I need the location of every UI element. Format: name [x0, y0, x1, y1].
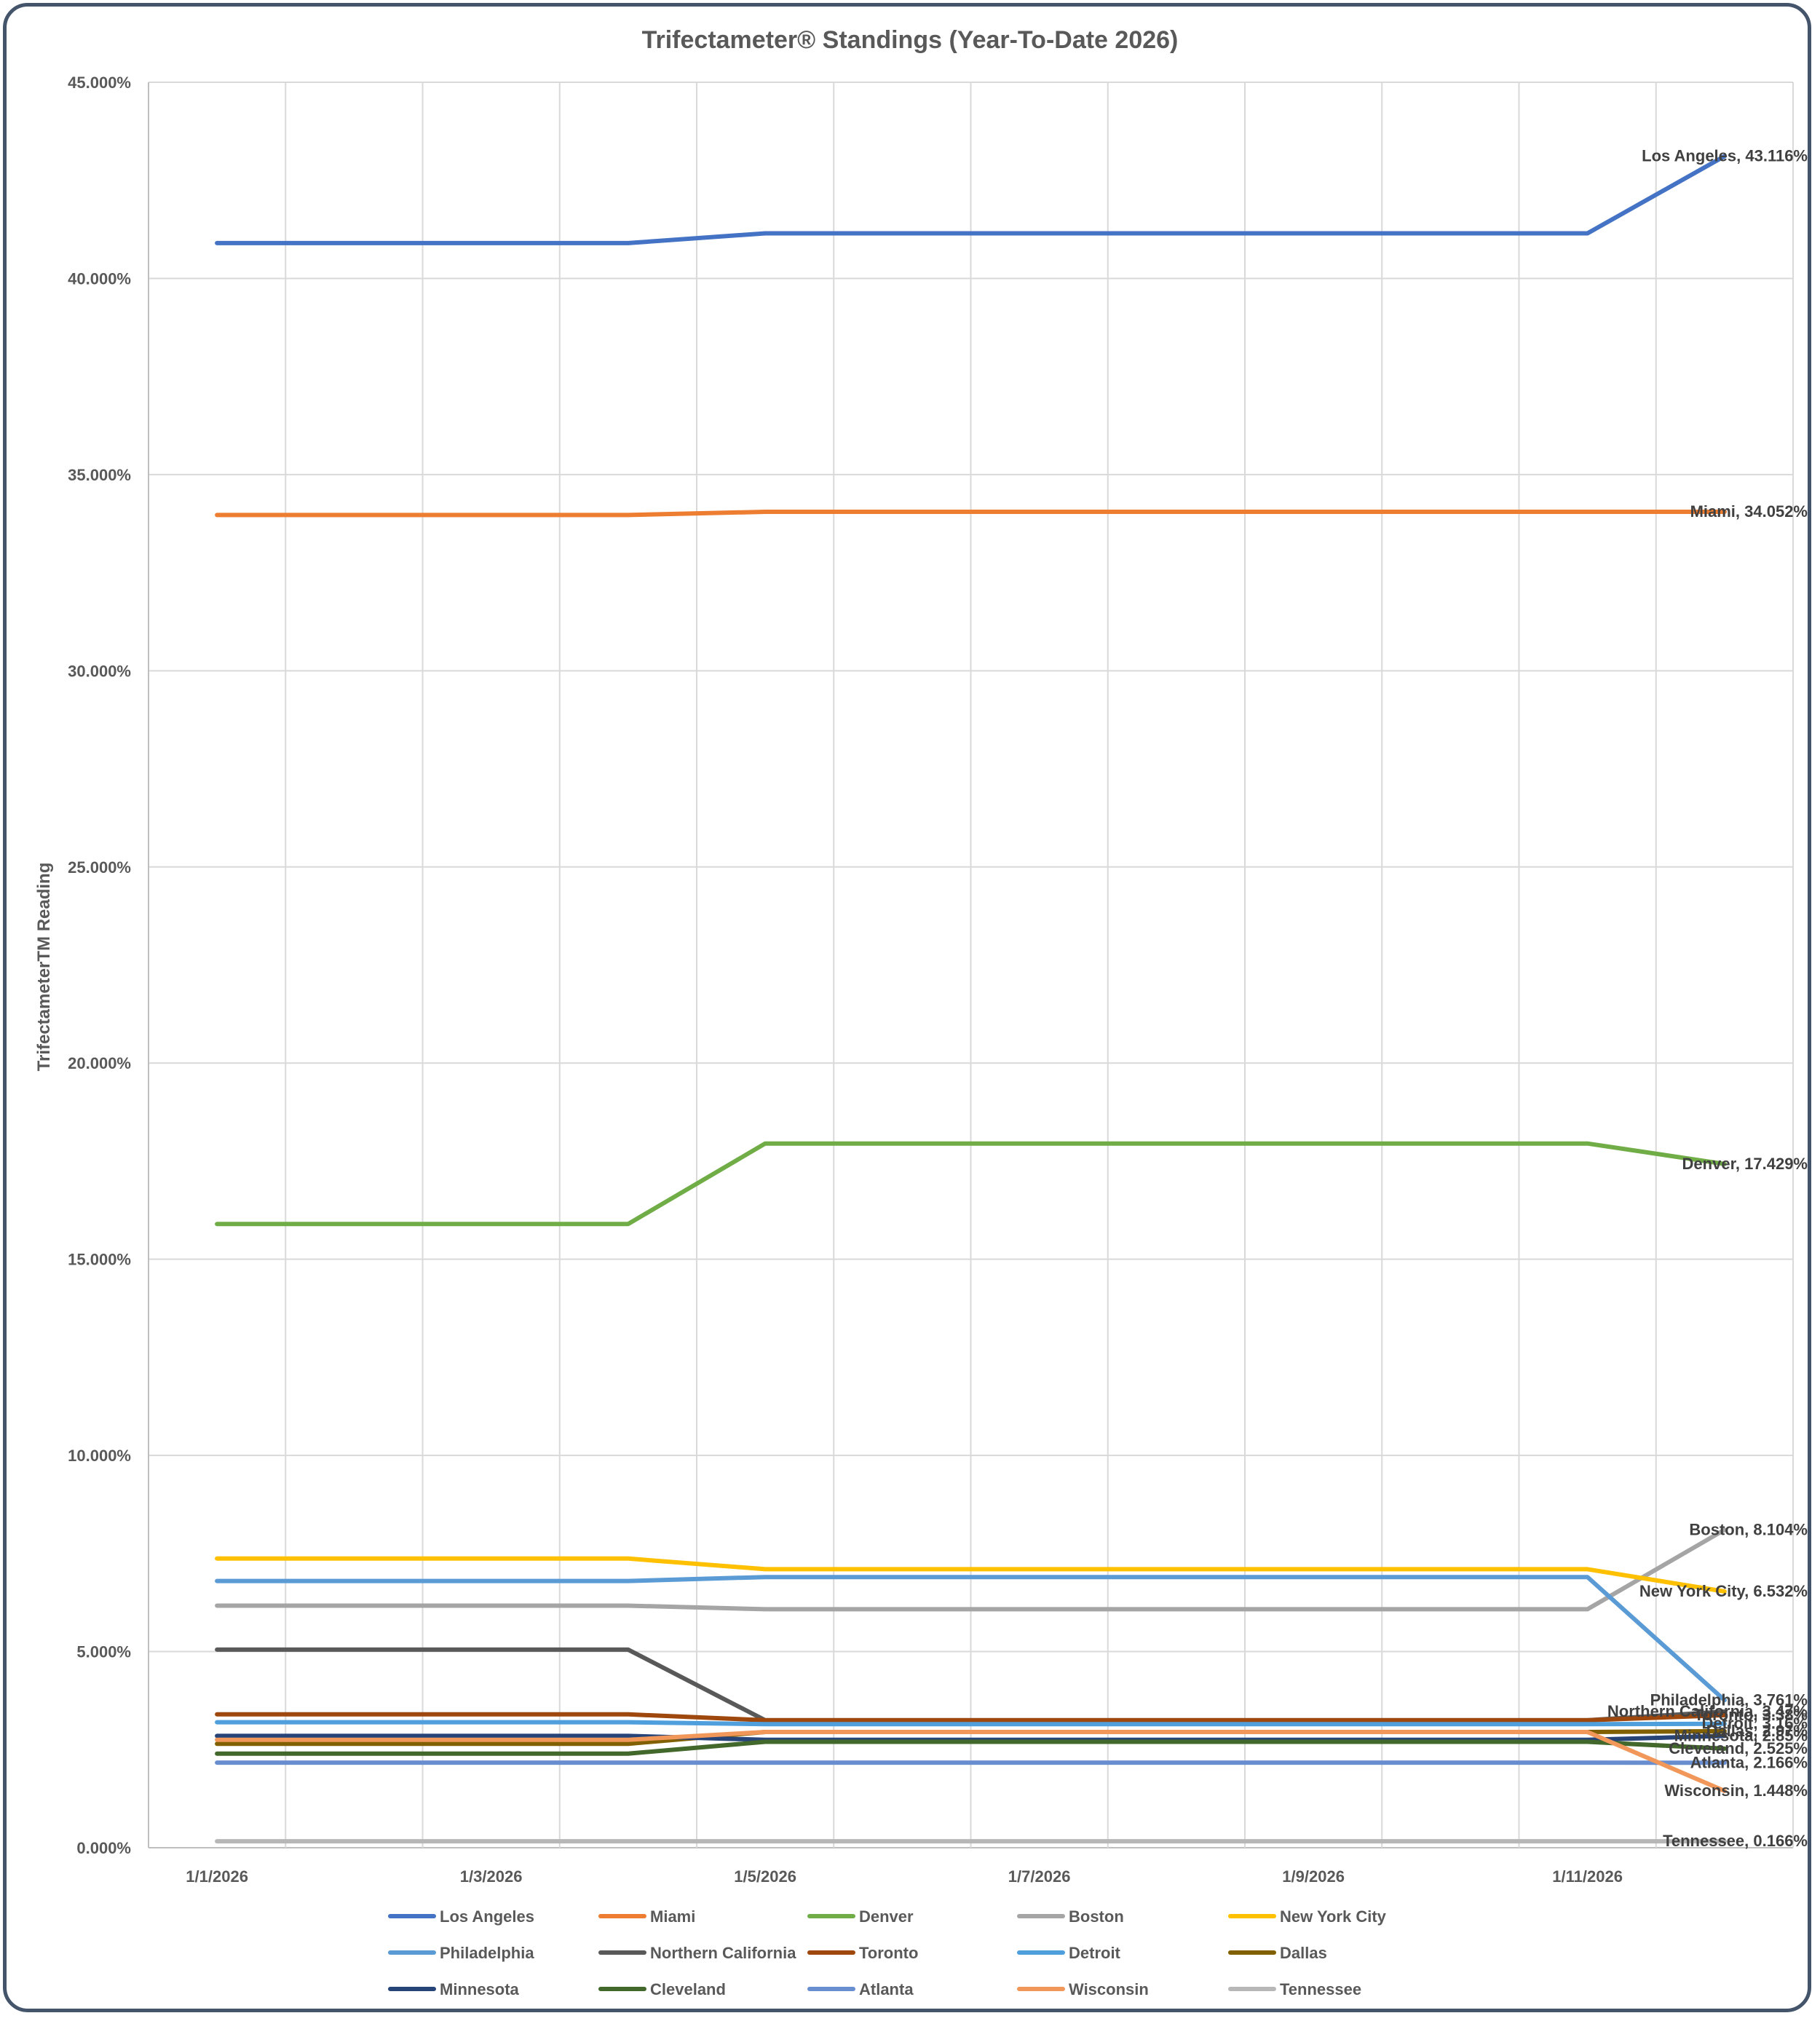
data-label: Wisconsin, 1.448%	[1664, 1781, 1808, 1800]
x-tick-label: 1/9/2026	[1282, 1867, 1345, 1886]
legend-entry: New York City	[1280, 1907, 1387, 1926]
y-tick-label: 45.000%	[68, 74, 131, 92]
data-label: Northern California, 3.47%	[1607, 1702, 1808, 1720]
y-axis-ticks: 0.000% 5.000% 10.000% 15.000% 20.000% 25.000%…	[68, 74, 131, 1857]
series-line	[215, 1720, 1727, 1727]
data-label: Dallas, 2.97%	[1706, 1722, 1808, 1740]
y-tick-label: 40.000%	[68, 269, 131, 288]
series-line	[215, 510, 1727, 518]
legend-entry: Atlanta	[859, 1980, 914, 1998]
y-tick-label: 10.000%	[68, 1447, 131, 1465]
series-line	[215, 1141, 1727, 1227]
y-tick-label: 25.000%	[68, 858, 131, 877]
y-tick-label: 5.000%	[76, 1643, 131, 1661]
y-tick-label: 35.000%	[68, 466, 131, 484]
data-label: Miami, 34.052%	[1690, 502, 1808, 521]
series-line	[215, 1712, 1727, 1723]
data-label: Denver, 17.429%	[1682, 1155, 1808, 1173]
legend-entry: Wisconsin	[1069, 1980, 1149, 1998]
x-tick-label: 1/1/2026	[186, 1867, 248, 1886]
legend-entry: Boston	[1069, 1907, 1124, 1926]
legend-entry: Toronto	[859, 1944, 918, 1962]
series-line	[215, 1556, 1727, 1594]
x-axis-ticks: 1/1/2026 1/3/2026 1/5/2026 1/7/2026 1/9/2026…	[186, 1867, 1623, 1886]
series-line	[215, 1739, 1727, 1756]
data-label: Toronto, 3.38%	[1694, 1706, 1808, 1724]
data-label: Minnesota, 2.85%	[1674, 1726, 1808, 1744]
legend-entry: Los Angeles	[440, 1907, 534, 1926]
legend: Los Angeles Miami Denver Boston New York Cit…	[388, 1907, 1387, 1998]
data-label: Tennessee, 0.166%	[1663, 1832, 1808, 1850]
x-tick-label: 1/11/2026	[1552, 1867, 1623, 1886]
data-label: Philadelphia, 3.761%	[1650, 1690, 1808, 1709]
y-tick-label: 20.000%	[68, 1054, 131, 1072]
chart-title: Trifectameter® Standings (Year-To-Date 2…	[642, 26, 1179, 54]
gridlines	[148, 82, 1794, 1848]
legend-entry: Tennessee	[1280, 1980, 1361, 1998]
data-label: Los Angeles, 43.116%	[1642, 147, 1808, 165]
y-axis-label: TrifectameterTM Reading	[34, 863, 54, 1072]
legend-entry: Minnesota	[440, 1980, 520, 1998]
series-line	[215, 1575, 1727, 1703]
series-lines	[215, 154, 1727, 1844]
legend-entry: Cleveland	[650, 1980, 726, 1998]
legend-entry: Philadelphia	[440, 1944, 534, 1962]
series-line	[215, 1527, 1727, 1612]
y-tick-label: 30.000%	[68, 662, 131, 680]
x-tick-label: 1/7/2026	[1008, 1867, 1071, 1886]
x-tick-label: 1/3/2026	[460, 1867, 523, 1886]
data-label: New York City, 6.532%	[1639, 1582, 1808, 1600]
legend-entry: Denver	[859, 1907, 914, 1926]
series-line	[215, 154, 1727, 245]
data-label: Cleveland, 2.525%	[1669, 1739, 1808, 1757]
series-line	[215, 1730, 1727, 1793]
x-tick-label: 1/5/2026	[734, 1867, 796, 1886]
legend-entry: Miami	[650, 1907, 695, 1926]
data-label: Detroit, 3.16%	[1702, 1715, 1808, 1733]
y-tick-label: 0.000%	[76, 1839, 131, 1857]
legend-entry: Northern California	[650, 1944, 796, 1962]
data-label: Boston, 8.104%	[1689, 1520, 1808, 1538]
y-tick-label: 15.000%	[68, 1251, 131, 1269]
data-label: Atlanta, 2.166%	[1690, 1753, 1808, 1771]
legend-entry: Detroit	[1069, 1944, 1121, 1962]
legend-entry: Dallas	[1280, 1944, 1327, 1962]
data-labels: Los Angeles, 43.116% Miami, 34.052% Denver…	[1607, 147, 1808, 1851]
chart-frame	[3, 3, 1811, 2012]
